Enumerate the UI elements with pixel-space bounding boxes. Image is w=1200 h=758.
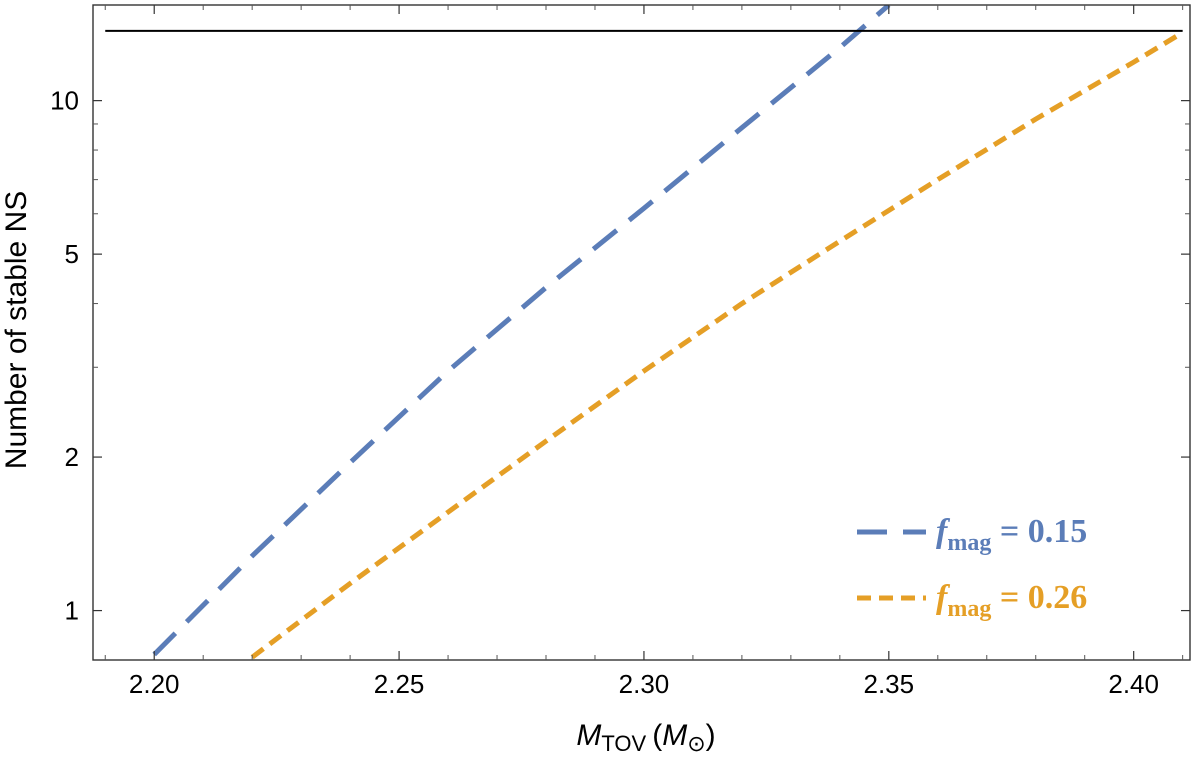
series-line-2 [250, 30, 1184, 660]
plot-frame [92, 4, 1191, 661]
x-axis-title: MTOV (M⊙) [576, 719, 715, 756]
y-axis-title: Number of stable NS [0, 191, 33, 469]
y-tick-label: 10 [50, 86, 79, 116]
y-tick-label: 1 [65, 596, 79, 626]
x-tick-label: 2.30 [619, 669, 670, 699]
x-tick-label: 2.20 [129, 669, 180, 699]
series-line-1 [152, 5, 891, 657]
x-ticks: 2.20 2.25 2.30 2.35 2.40 [104, 5, 1184, 699]
x-tick-label: 2.40 [1108, 669, 1159, 699]
legend-label-series-2: fmag = 0.26 [936, 579, 1087, 622]
y-ticks: 1 2 5 10 [50, 86, 1190, 626]
x-tick-label: 2.25 [374, 669, 425, 699]
series-layer [152, 5, 1184, 660]
x-tick-label: 2.35 [864, 669, 915, 699]
y-tick-label: 2 [65, 442, 79, 472]
legend-label-series-1: fmag = 0.15 [936, 513, 1087, 556]
legend: fmag = 0.15 fmag = 0.26 [857, 513, 1087, 622]
y-tick-label: 5 [65, 239, 79, 269]
